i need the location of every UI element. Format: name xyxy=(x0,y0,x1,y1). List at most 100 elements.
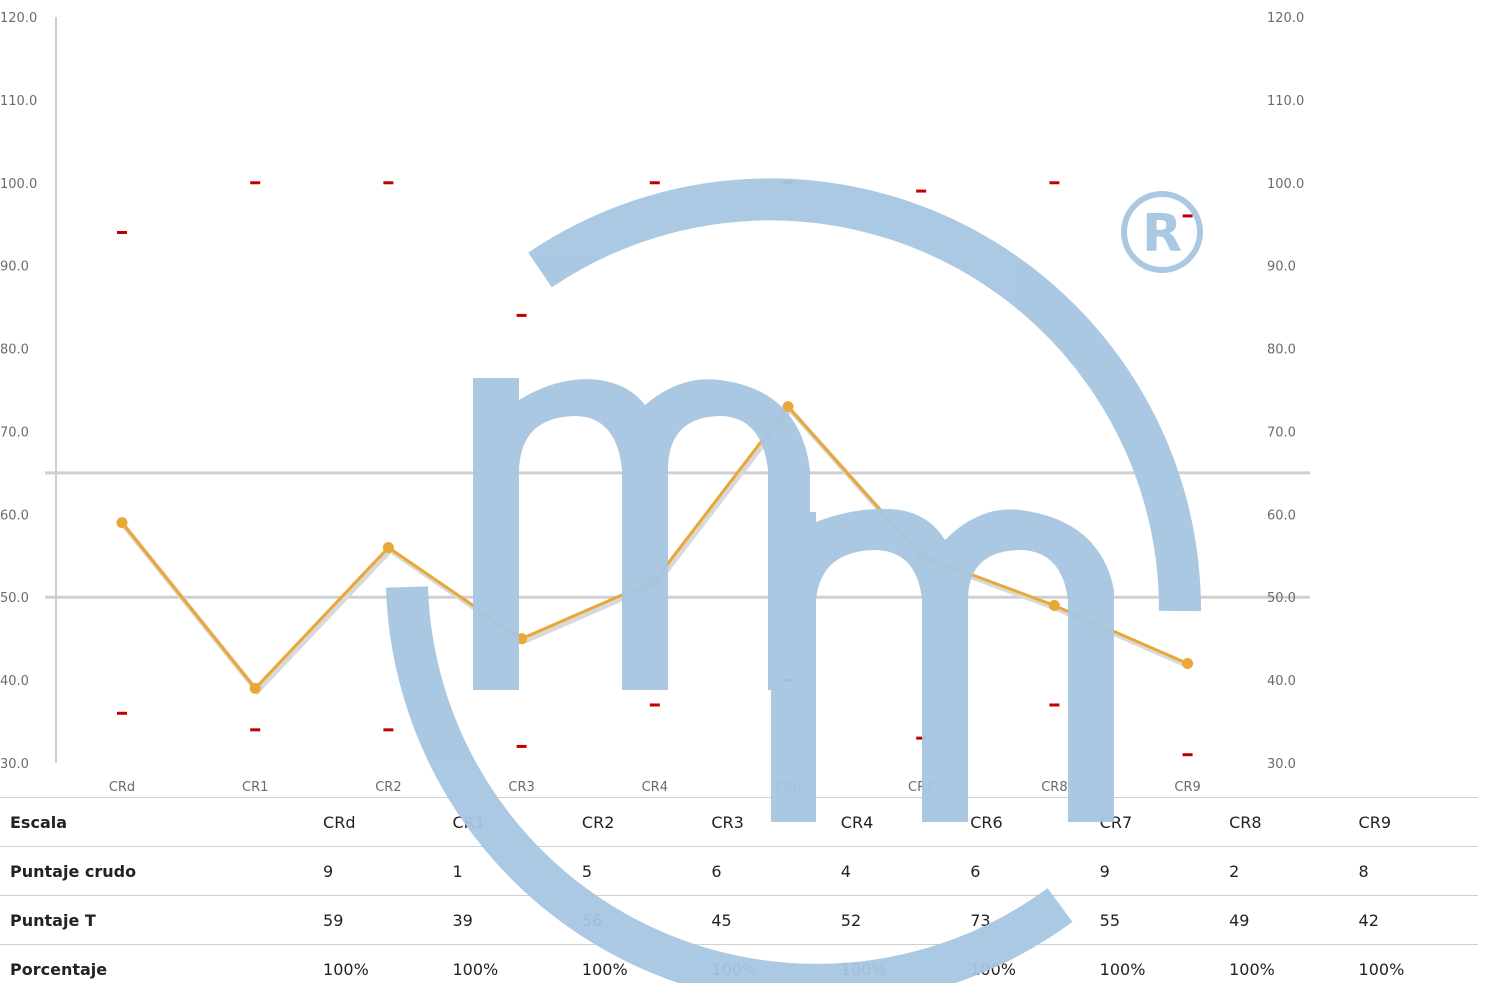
table-cell: 100% xyxy=(1219,945,1348,993)
lower-mark xyxy=(1049,703,1059,706)
upper-mark xyxy=(650,181,660,184)
table-cell: CR1 xyxy=(442,798,571,847)
y-tick-label: 70.0 xyxy=(0,425,29,440)
y-tick-label: 30.0 xyxy=(0,757,29,772)
table-cell: 39 xyxy=(442,896,571,945)
lower-mark xyxy=(383,728,393,731)
chart: 30.0 40.0 50.0 60.0 70.0 80.0 90.0 100.0 110.0 12… xyxy=(0,0,1487,800)
table-cell: 56 xyxy=(572,896,701,945)
y-tick-label-right: 50.0 xyxy=(1267,591,1296,606)
data-point xyxy=(117,517,128,528)
y-axis-right-ticks: 30.040.050.060.070.080.090.0100.0110.012… xyxy=(1267,11,1304,772)
upper-mark xyxy=(1183,214,1193,217)
y-tick-label: 80.0 xyxy=(0,343,29,358)
series-line xyxy=(122,407,1188,689)
table-cell: 6 xyxy=(701,847,830,896)
table-cell: 9 xyxy=(313,847,442,896)
lower-mark xyxy=(650,703,660,706)
table-cell: 49 xyxy=(1219,896,1348,945)
row-header: Escala xyxy=(0,798,313,847)
table-cell: CR9 xyxy=(1349,798,1478,847)
table-cell: 59 xyxy=(313,896,442,945)
data-point xyxy=(516,633,527,644)
row-header: Puntaje crudo xyxy=(0,847,313,896)
table-cell: 100% xyxy=(831,945,960,993)
table-cell: 100% xyxy=(1349,945,1478,993)
table-cell: 100% xyxy=(960,945,1089,993)
table-cell: CR4 xyxy=(831,798,960,847)
x-category-label: CR1 xyxy=(242,780,268,795)
table-cell: CR7 xyxy=(1090,798,1219,847)
x-category-label: CR4 xyxy=(642,780,668,795)
data-point xyxy=(649,575,660,586)
table-cell: CR8 xyxy=(1219,798,1348,847)
table-cell: CR6 xyxy=(960,798,1089,847)
y-axis-left-ticks: 30.0 40.0 50.0 60.0 70.0 80.0 90.0 100.0 110.0 12… xyxy=(0,11,37,772)
y-tick-label: 120.0 xyxy=(0,11,37,26)
y-tick-label: 60.0 xyxy=(0,508,29,523)
table-cell: 42 xyxy=(1349,896,1478,945)
y-tick-label-right: 30.0 xyxy=(1267,757,1296,772)
y-tick-label: 50.0 xyxy=(0,591,29,606)
y-tick-label: 110.0 xyxy=(0,94,37,109)
data-point xyxy=(383,542,394,553)
table-cell: 5 xyxy=(572,847,701,896)
table-cell: 55 xyxy=(1090,896,1219,945)
lower-mark xyxy=(517,745,527,748)
table-cell: 73 xyxy=(960,896,1089,945)
lower-mark xyxy=(783,679,793,682)
row-header: Porcentaje xyxy=(0,945,313,993)
table-cell: 100% xyxy=(442,945,571,993)
y-tick-label: 100.0 xyxy=(0,177,37,192)
x-category-label: CR6 xyxy=(775,780,801,795)
upper-mark xyxy=(1049,181,1059,184)
table-cell: 2 xyxy=(1219,847,1348,896)
series-shadow xyxy=(124,410,1190,692)
series-layer xyxy=(117,401,1194,694)
lower-mark xyxy=(1183,753,1193,756)
table-cell: 1 xyxy=(442,847,571,896)
table-cell: 45 xyxy=(701,896,830,945)
reference-lines xyxy=(45,473,1310,597)
table-cell: 100% xyxy=(1090,945,1219,993)
upper-mark xyxy=(117,231,127,234)
x-category-label: CR8 xyxy=(1041,780,1067,795)
upper-mark xyxy=(517,314,527,317)
upper-mark xyxy=(383,181,393,184)
data-point xyxy=(1182,658,1193,669)
table-cell: 9 xyxy=(1090,847,1219,896)
x-category-label: CRd xyxy=(109,780,135,795)
table-cell: CR3 xyxy=(701,798,830,847)
data-point xyxy=(783,401,794,412)
x-category-label: CR9 xyxy=(1174,780,1200,795)
lower-mark xyxy=(250,728,260,731)
data-point xyxy=(1049,600,1060,611)
y-tick-label-right: 60.0 xyxy=(1267,508,1296,523)
y-tick-label: 40.0 xyxy=(0,674,29,689)
x-category-label: CR3 xyxy=(508,780,534,795)
table-cell: 8 xyxy=(1349,847,1478,896)
y-tick-label: 90.0 xyxy=(0,260,29,275)
data-point xyxy=(250,683,261,694)
y-tick-label-right: 120.0 xyxy=(1267,11,1304,26)
y-tick-label-right: 110.0 xyxy=(1267,94,1304,109)
upper-mark xyxy=(783,181,793,184)
x-category-label: CR2 xyxy=(375,780,401,795)
y-tick-label-right: 90.0 xyxy=(1267,260,1296,275)
y-tick-label-right: 100.0 xyxy=(1267,177,1304,192)
table-cell: 100% xyxy=(572,945,701,993)
table-cell: 52 xyxy=(831,896,960,945)
lower-mark xyxy=(117,712,127,715)
y-tick-label-right: 80.0 xyxy=(1267,343,1296,358)
table-cell: 100% xyxy=(701,945,830,993)
table-cell: CRd xyxy=(313,798,442,847)
table-cell: 4 xyxy=(831,847,960,896)
y-tick-label-right: 70.0 xyxy=(1267,425,1296,440)
table-cell: CR2 xyxy=(572,798,701,847)
row-header: Puntaje T xyxy=(0,896,313,945)
